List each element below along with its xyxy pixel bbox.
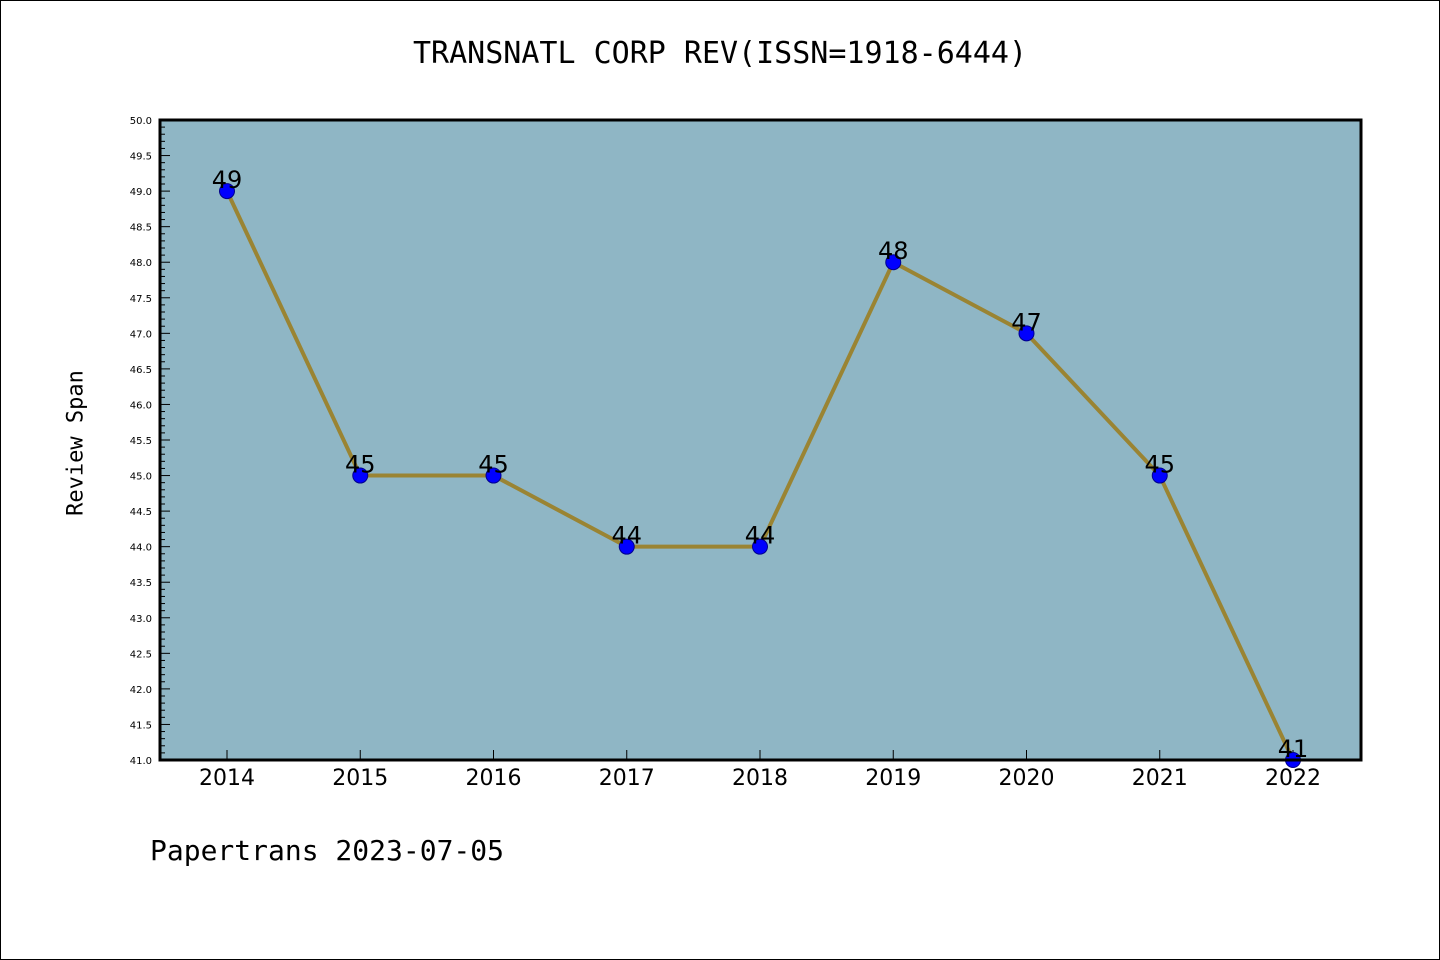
x-tick-label: 2019: [865, 766, 921, 791]
data-labels: 49 45 45 44 44 48 47 45 41: [212, 166, 1309, 763]
y-tick-label: 45.5: [130, 436, 152, 447]
data-label: 48: [878, 237, 909, 265]
data-point: [219, 183, 235, 200]
y-tick-label: 47.5: [130, 294, 152, 305]
data-point: [618, 538, 635, 555]
plot-border: [158, 118, 1363, 762]
y-tick-label: 49.5: [130, 152, 152, 163]
data-label: 45: [478, 451, 509, 479]
x-tick-label: 2016: [466, 766, 522, 791]
data-label: 49: [212, 166, 243, 194]
y-tick-label: 43.5: [130, 578, 152, 589]
data-label: 45: [1144, 451, 1175, 479]
data-label: 44: [745, 522, 776, 550]
y-tick-label: 41.5: [130, 720, 152, 731]
y-tick-label: 49.0: [130, 187, 152, 198]
y-tick-label: 48.5: [130, 223, 152, 234]
data-point: [485, 467, 502, 484]
x-tick-label: 2014: [199, 766, 255, 791]
data-point: [1018, 325, 1035, 342]
y-tick-label: 44.0: [130, 543, 152, 554]
y-tick-label: 44.5: [130, 507, 152, 518]
data-label: 45: [345, 451, 376, 479]
data-point: [1151, 467, 1168, 484]
y-tick-label: 47.0: [130, 329, 152, 340]
data-point: [885, 254, 902, 271]
y-tick-label: 42.0: [130, 685, 152, 696]
y-tick-label: 42.5: [130, 649, 152, 660]
y-tick-label: 46.5: [130, 365, 152, 376]
y-tick-label: 50.0: [130, 116, 152, 127]
plot-area: [160, 120, 1361, 760]
data-point: [752, 538, 768, 555]
y-tick-label: 46.0: [130, 400, 152, 411]
x-tick-label: 2018: [732, 766, 788, 791]
data-point: [352, 467, 369, 484]
y-tick-label: 45.0: [130, 472, 152, 483]
y-tick-label: 43.0: [130, 614, 152, 625]
x-axis: 2014 2015 2016 2017 2018 2019 2020 2021 2022: [199, 750, 1321, 791]
y-tick-label: 41.0: [130, 756, 152, 767]
x-tick-label: 2015: [332, 766, 388, 791]
x-tick-label: 2021: [1132, 766, 1188, 791]
x-tick-label: 2020: [999, 766, 1055, 791]
footer-stamp: Papertrans 2023-07-05: [150, 834, 505, 867]
y-axis: 41.0 41.5 42.0 42.5 43.0 43.5 44.0 44.5 45.0 45.5…: [130, 116, 170, 767]
data-label: 47: [1011, 308, 1042, 336]
x-tick-label: 2022: [1265, 766, 1321, 791]
y-tick-label: 48.0: [130, 258, 152, 269]
x-tick-label: 2017: [599, 766, 655, 791]
data-label: 41: [1278, 735, 1309, 763]
data-label: 44: [611, 522, 642, 550]
chart-title: TRANSNATL CORP REV(ISSN=1918-6444): [412, 36, 1028, 71]
